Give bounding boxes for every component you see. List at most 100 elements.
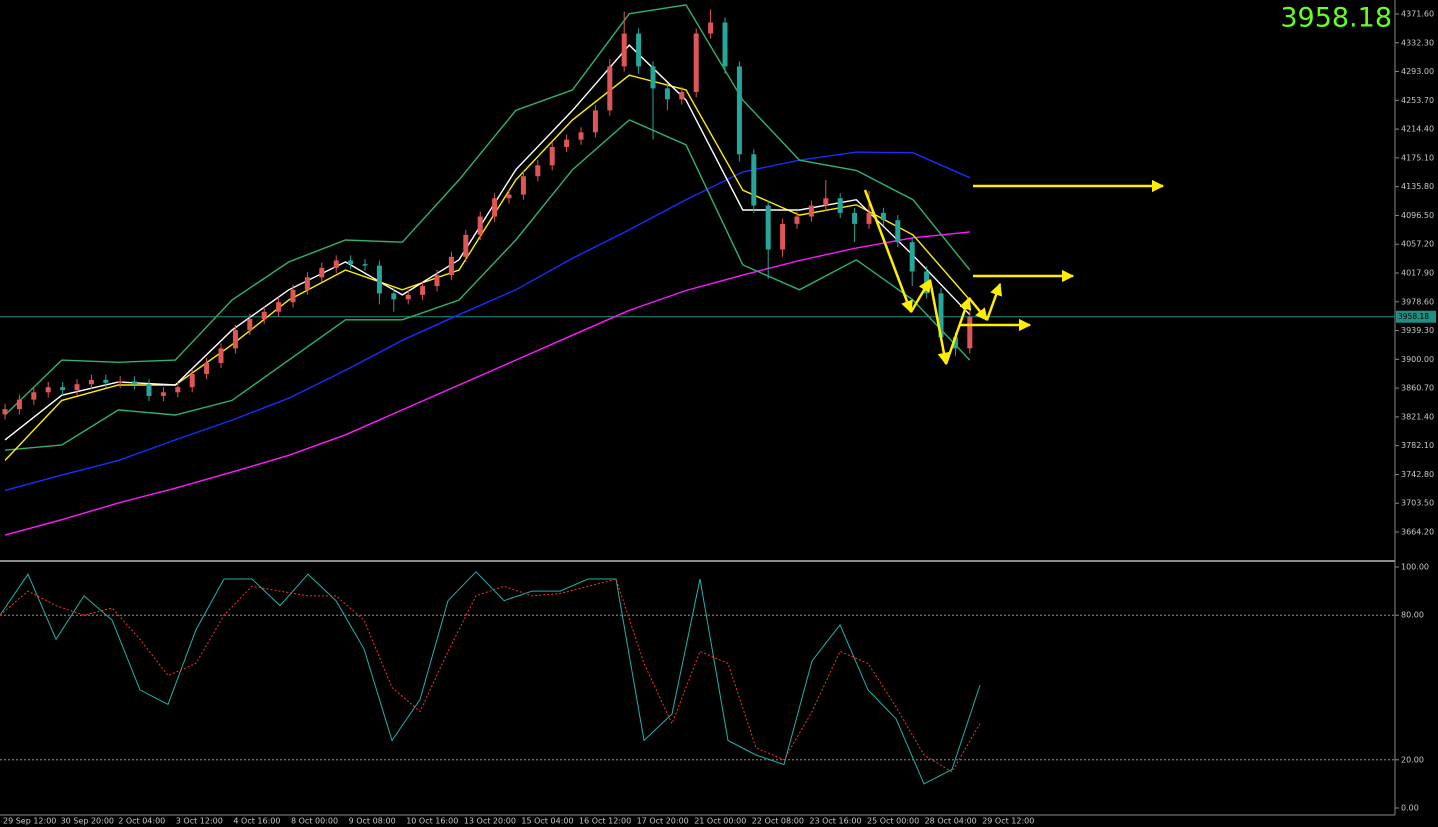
x-tick-label: 28 Oct 04:00 <box>925 817 977 826</box>
current-price-tag <box>1396 310 1436 323</box>
arrow <box>863 189 913 314</box>
y-tick-label: 4175.10 <box>1401 153 1434 162</box>
candle-body <box>837 198 843 213</box>
arrow <box>944 296 972 365</box>
candle-body <box>189 373 195 388</box>
candle-body <box>952 337 958 349</box>
candle-body <box>866 212 872 224</box>
candle-body <box>45 387 51 393</box>
annotation-arrows <box>863 179 1165 366</box>
candle-body <box>463 234 469 257</box>
plot-area: 4371.60 4332.30 4293.00 4253.70 4214.40 4175.… <box>0 4 1436 826</box>
x-tick-label: 23 Oct 16:00 <box>809 817 861 826</box>
candle-body <box>636 33 642 67</box>
x-tick-label: 17 Oct 20:00 <box>637 817 689 826</box>
candle-body <box>607 66 613 111</box>
x-tick-label: 2 Oct 04:00 <box>118 817 165 826</box>
candle-body <box>362 264 368 266</box>
y-tick-label: 3703.50 <box>1401 499 1434 508</box>
y-tick-label: 20.00 <box>1401 755 1424 764</box>
candle-body <box>535 165 541 177</box>
candle-body <box>823 198 829 206</box>
candle-body <box>895 220 901 243</box>
indicator-line <box>4 4 971 416</box>
candle-body <box>492 198 498 217</box>
current-price-display: 3958.18 <box>1280 3 1392 34</box>
x-tick-label: 15 Oct 04:00 <box>521 817 573 826</box>
candle-body <box>592 110 598 133</box>
arrow <box>928 279 951 366</box>
y-tick-label: 4253.70 <box>1401 96 1434 105</box>
y-tick-label: 0.00 <box>1401 804 1419 813</box>
candle-body <box>333 260 339 268</box>
candle-body <box>880 212 886 221</box>
indicator-line <box>4 74 971 461</box>
candle-body <box>664 88 670 100</box>
candle-body <box>290 289 296 303</box>
y-tick-label: 3782.10 <box>1401 441 1434 450</box>
y-tick-label: 4371.60 <box>1401 9 1434 18</box>
candle-body <box>708 22 714 34</box>
x-tick-label: 4 Oct 16:00 <box>233 817 280 826</box>
candle-body <box>232 330 238 349</box>
candle-body <box>348 260 354 265</box>
x-tick-label: 13 Oct 20:00 <box>464 817 516 826</box>
y-tick-label: 3664.20 <box>1401 528 1434 537</box>
candle-body <box>391 293 397 300</box>
candle-body <box>506 194 512 199</box>
candle-body <box>60 387 66 391</box>
candle-body <box>852 212 858 224</box>
current-price-tag-label: 3958.18 <box>1398 312 1429 321</box>
y-tick-label: 4135.80 <box>1401 182 1434 191</box>
indicator-line <box>4 44 971 441</box>
x-tick-label: 10 Oct 16:00 <box>406 817 458 826</box>
candle-body <box>304 277 310 290</box>
y-tick-label: 3939.30 <box>1401 326 1434 335</box>
y-tick-label: 4332.30 <box>1401 38 1434 47</box>
candle-body <box>420 286 426 295</box>
candle-body <box>405 294 411 300</box>
y-tick-label: 3742.80 <box>1401 470 1434 479</box>
x-tick-label: 29 Sep 12:00 <box>3 817 56 826</box>
y-tick-label: 80.00 <box>1401 611 1424 620</box>
x-tick-label: 21 Oct 00:00 <box>694 817 746 826</box>
x-tick-label: 25 Oct 00:00 <box>867 817 919 826</box>
x-tick-label: 9 Oct 08:00 <box>349 817 396 826</box>
candle-body <box>477 216 483 235</box>
candle-body <box>261 311 267 320</box>
candle-body <box>578 132 584 140</box>
arrow <box>909 278 932 313</box>
y-tick-label: 3821.40 <box>1401 412 1434 421</box>
candle-body <box>74 384 80 391</box>
candle-body <box>693 33 699 93</box>
indicator-line <box>4 119 971 451</box>
candle-body <box>132 381 138 385</box>
arrow <box>985 282 1003 321</box>
indicator-line <box>4 151 971 492</box>
candle-body <box>247 319 253 331</box>
candle-body <box>794 216 800 224</box>
x-tick-label: 30 Sep 20:00 <box>61 817 114 826</box>
x-tick-label: 16 Oct 12:00 <box>579 817 631 826</box>
candle-body <box>175 387 181 393</box>
oscillator-line <box>0 578 981 773</box>
candle-body <box>160 392 166 396</box>
candle-body <box>650 66 656 89</box>
candle-body <box>722 22 728 67</box>
candle-body <box>967 316 973 349</box>
candle-body <box>751 154 757 206</box>
y-tick-label: 4017.90 <box>1401 269 1434 278</box>
x-tick-label: 29 Oct 12:00 <box>982 817 1034 826</box>
candle-body <box>16 399 22 410</box>
candle-body <box>736 66 742 155</box>
y-tick-label: 4214.40 <box>1401 125 1434 134</box>
oscillator-line <box>0 571 981 785</box>
x-tick-label: 8 Oct 00:00 <box>291 817 338 826</box>
indicator-line <box>4 231 970 536</box>
candle-body <box>88 379 94 385</box>
candle-body <box>780 223 786 250</box>
candle-body <box>549 146 555 166</box>
candle-body <box>2 409 8 415</box>
